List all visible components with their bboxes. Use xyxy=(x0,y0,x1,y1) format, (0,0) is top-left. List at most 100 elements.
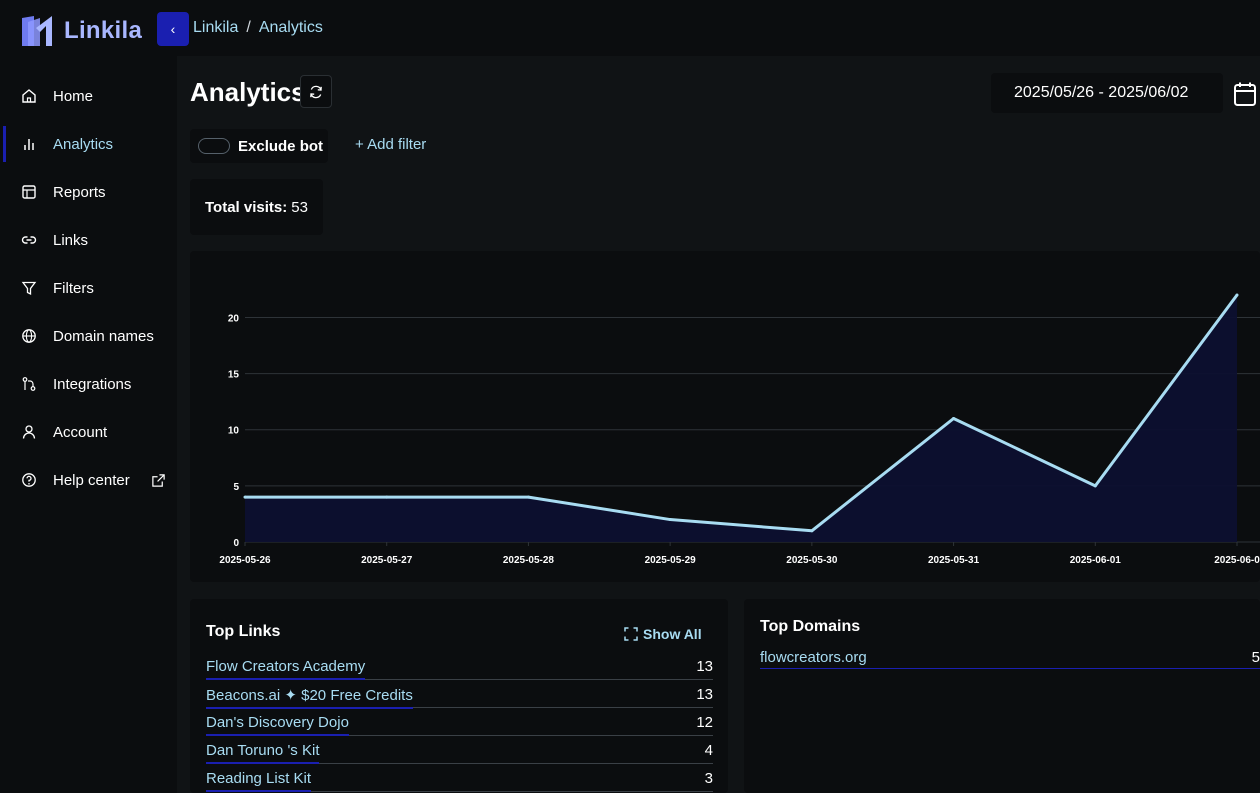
refresh-icon xyxy=(310,85,322,98)
top-link-name[interactable]: Dan Toruno 's Kit xyxy=(206,742,320,764)
table-icon xyxy=(22,185,36,199)
y-tick-label: 10 xyxy=(228,426,240,437)
top-domain-row: flowcreators.org 5 xyxy=(760,647,1260,669)
sidebar-item-links[interactable]: Links xyxy=(0,220,177,260)
sidebar-item-account[interactable]: Account xyxy=(0,412,177,452)
sidebar-item-reports[interactable]: Reports xyxy=(0,172,177,212)
filter-icon xyxy=(21,281,37,296)
visits-chart-svg: 0 5 10 15 20 2025-05-26 2025-05-27 2025-05-28 20… xyxy=(219,293,1260,566)
x-tick-label: 2025-05-27 xyxy=(361,555,413,566)
top-link-name[interactable]: Flow Creators Academy xyxy=(206,658,366,680)
top-bar: Linkila ‹ Linkila / Analytics xyxy=(0,0,1260,56)
show-all-button[interactable]: Show All xyxy=(624,626,702,642)
y-tick-label: 15 xyxy=(228,370,240,381)
top-link-count: 13 xyxy=(696,686,713,703)
top-domains-card: Top Domains flowcreators.org 5 xyxy=(744,599,1260,793)
top-link-row: Reading List Kit 3 xyxy=(206,766,713,792)
refresh-button[interactable] xyxy=(300,75,332,108)
x-tick-label: 2025-05-26 xyxy=(219,555,271,566)
help-circle-icon xyxy=(22,473,36,487)
add-filter-button[interactable]: + Add filter xyxy=(355,136,427,153)
show-all-label: Show All xyxy=(643,626,702,642)
series-line xyxy=(245,294,1239,533)
x-tick-label: 2025-05-30 xyxy=(786,555,838,566)
data-point xyxy=(243,495,247,499)
sidebar-item-home[interactable]: Home xyxy=(0,76,177,116)
sidebar-item-label: Links xyxy=(53,231,89,249)
sidebar-item-label: Domain names xyxy=(53,327,154,345)
calendar-icon[interactable] xyxy=(1233,81,1257,107)
app-name: Linkila xyxy=(64,17,143,44)
exclude-bot-label: Exclude bot xyxy=(238,137,324,155)
x-tick-label: 2025-05-29 xyxy=(645,555,697,566)
top-domains-title: Top Domains xyxy=(760,618,861,635)
breadcrumb-current[interactable]: Analytics xyxy=(258,19,323,36)
data-point xyxy=(952,417,956,420)
date-range-picker[interactable]: 2025/05/26 - 2025/06/02 xyxy=(991,73,1223,113)
total-visits-value: 53 xyxy=(291,198,308,216)
sidebar-item-domain-names[interactable]: Domain names xyxy=(0,316,177,356)
expand-icon xyxy=(624,627,638,641)
sidebar-item-label: Help center xyxy=(53,471,130,489)
globe-icon xyxy=(22,329,36,343)
link-icon xyxy=(21,236,37,244)
top-link-row: Flow Creators Academy 13 xyxy=(206,654,713,680)
top-link-name[interactable]: Reading List Kit xyxy=(206,770,312,792)
y-tick-label: 0 xyxy=(233,538,239,549)
top-link-count: 12 xyxy=(696,714,713,731)
top-link-count: 4 xyxy=(704,742,713,759)
top-link-row: Dan's Discovery Dojo 12 xyxy=(206,710,713,736)
sidebar-item-integrations[interactable]: Integrations xyxy=(0,364,177,404)
sidebar-item-label: Reports xyxy=(53,183,106,201)
sidebar-item-label: Home xyxy=(53,87,94,105)
sidebar-item-analytics[interactable]: Analytics xyxy=(0,124,177,164)
sidebar-item-filters[interactable]: Filters xyxy=(0,268,177,308)
top-link-row: Beacons.ai ✦ $20 Free Credits 13 xyxy=(206,682,713,709)
visits-chart: 0 5 10 15 20 2025-05-26 2025-05-27 2025-05-28 20… xyxy=(190,251,1260,582)
sidebar: Home Analytics Reports Links Filters Dom… xyxy=(0,56,177,793)
data-point xyxy=(668,518,672,522)
top-links-card: Top Links Show All Flow Creators Academy… xyxy=(190,599,728,793)
linkila-logo-icon xyxy=(22,16,52,46)
top-link-row: Dan Toruno 's Kit 4 xyxy=(206,738,713,764)
top-link-count: 3 xyxy=(704,770,713,787)
y-tick-label: 20 xyxy=(228,313,240,324)
bar-chart-icon xyxy=(24,139,34,150)
sidebar-item-label: Account xyxy=(53,423,108,441)
chevron-left-icon: ‹ xyxy=(170,21,176,37)
data-point xyxy=(385,495,389,499)
user-icon xyxy=(22,425,36,439)
total-visits-card: Total visits: 53 xyxy=(190,179,323,235)
x-tick-label: 2025-06-0 xyxy=(1214,555,1260,566)
home-icon xyxy=(22,89,36,103)
sidebar-item-label: Analytics xyxy=(53,135,114,153)
y-tick-label: 5 xyxy=(233,482,239,493)
exclude-bot-filter: Exclude bot xyxy=(190,129,328,163)
data-point xyxy=(1235,293,1239,297)
breadcrumb: Linkila / Analytics xyxy=(193,19,323,37)
sidebar-item-label: Filters xyxy=(53,279,94,297)
top-link-name[interactable]: Beacons.ai ✦ $20 Free Credits xyxy=(206,686,413,709)
top-domain-count: 5 xyxy=(1251,649,1260,666)
sidebar-item-help-center[interactable]: Help center xyxy=(0,460,177,500)
main-content: Analytics 2025/05/26 - 2025/06/02 Exclud… xyxy=(177,56,1260,793)
data-point xyxy=(526,495,530,499)
x-tick-label: 2025-05-31 xyxy=(928,555,980,566)
page-title: Analytics xyxy=(190,77,306,107)
x-tick-label: 2025-05-28 xyxy=(503,555,555,566)
logo[interactable]: Linkila xyxy=(20,14,142,48)
total-visits-label: Total visits: xyxy=(205,198,288,216)
data-point xyxy=(1093,484,1097,488)
exclude-bot-toggle[interactable] xyxy=(198,138,230,154)
breadcrumb-root[interactable]: Linkila xyxy=(193,19,239,36)
x-tick-label: 2025-06-01 xyxy=(1070,555,1122,566)
top-domain-name[interactable]: flowcreators.org xyxy=(760,649,867,666)
top-link-name[interactable]: Dan's Discovery Dojo xyxy=(206,714,349,736)
top-link-count: 13 xyxy=(696,658,713,675)
external-link-icon xyxy=(152,473,165,487)
data-point xyxy=(810,529,814,533)
breadcrumb-separator: / xyxy=(246,19,251,36)
top-links-title: Top Links xyxy=(206,623,281,640)
collapse-sidebar-button[interactable]: ‹ xyxy=(157,12,189,46)
git-branch-icon xyxy=(22,377,36,391)
